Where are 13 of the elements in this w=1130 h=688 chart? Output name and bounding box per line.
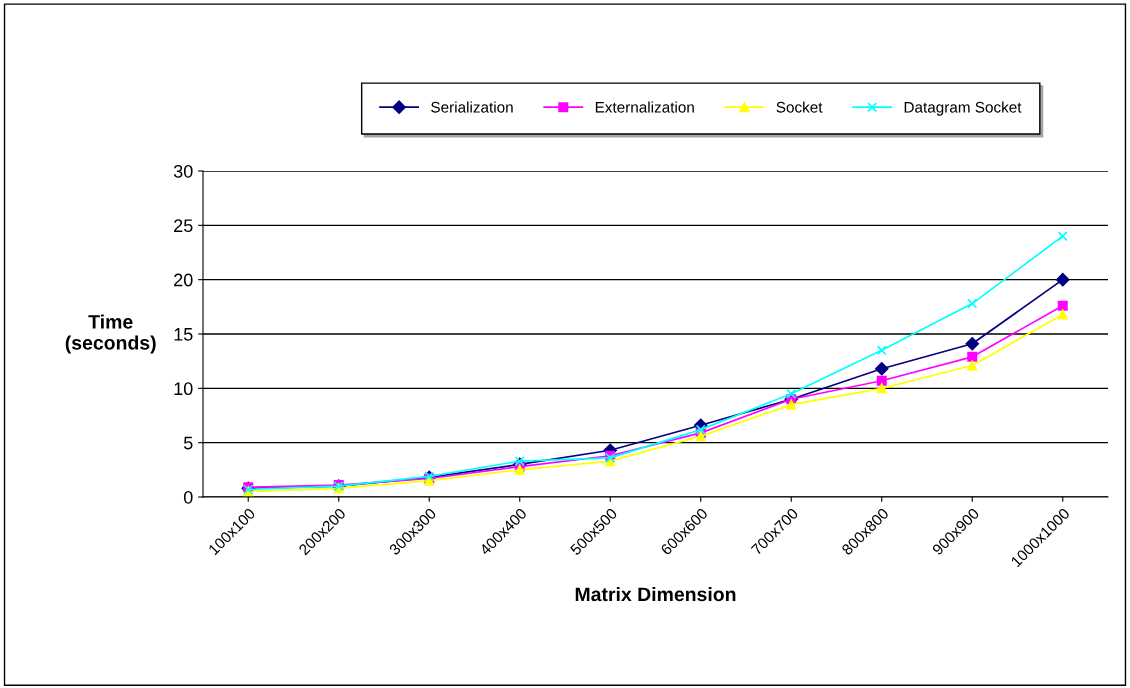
x-axis-title: Matrix Dimension — [575, 586, 736, 602]
y-tick-label: 20 — [174, 273, 193, 287]
y-tick-label: 30 — [173, 164, 193, 178]
y-tick-label: 15 — [174, 328, 193, 341]
legend-label: Datagram Socket — [904, 101, 1022, 116]
y-axis-title: Time (seconds) — [65, 314, 156, 354]
legend-label: Serialization — [431, 101, 513, 113]
y-tick-label: 25 — [174, 219, 193, 233]
legend-label: Socket — [776, 101, 823, 113]
y-tick-label: 5 — [183, 436, 193, 450]
y-tick-label: 10 — [174, 382, 193, 396]
y-tick-label: 0 — [183, 490, 193, 504]
legend-label: Externalization — [595, 101, 694, 113]
